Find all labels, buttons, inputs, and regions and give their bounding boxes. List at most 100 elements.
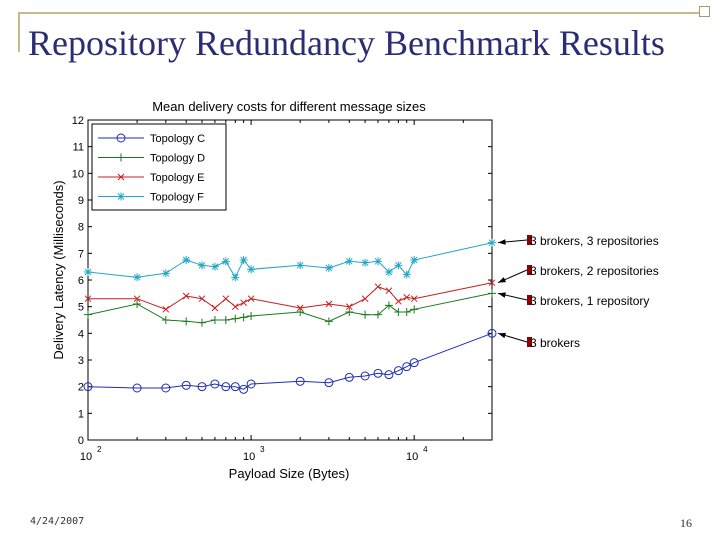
data-point <box>182 292 190 300</box>
title-frame-corner-square <box>699 6 710 17</box>
y-tick-label: 10 <box>72 168 84 180</box>
annotation-arrowhead <box>498 239 506 245</box>
series-line-topology-f <box>87 242 493 279</box>
data-point <box>402 362 412 372</box>
data-point <box>210 262 219 271</box>
x-tick-label: 10 <box>243 451 255 463</box>
data-point <box>394 261 403 270</box>
data-point <box>133 295 141 303</box>
chart-title: Mean delivery costs for different messag… <box>152 99 426 114</box>
y-tick-label: 11 <box>73 142 84 154</box>
data-point <box>488 238 496 247</box>
y-tick-label: 8 <box>78 222 84 234</box>
y-tick-label: 6 <box>78 275 84 287</box>
data-point <box>182 317 191 326</box>
legend-marker <box>117 153 125 162</box>
legend-label: Topology D <box>150 153 205 165</box>
y-tick-label: 9 <box>78 195 84 207</box>
data-point <box>239 313 248 322</box>
data-point <box>161 383 171 393</box>
x-axis-label: Payload Size (Bytes) <box>229 466 350 481</box>
data-point <box>161 269 170 278</box>
y-tick-label: 4 <box>78 328 84 340</box>
y-tick-label: 5 <box>78 302 84 314</box>
series-line-topology-d <box>87 292 493 324</box>
data-point <box>197 382 207 392</box>
y-axis-label: Delivery Latency (Milliseconds) <box>51 180 66 359</box>
title-frame-top-line <box>18 12 704 14</box>
x-tick-label: 10 <box>80 451 92 463</box>
data-point <box>402 308 411 316</box>
annotation-arrow-tail <box>527 337 532 347</box>
data-point <box>222 295 230 303</box>
data-point <box>374 283 382 291</box>
y-tick-label: 2 <box>78 382 84 394</box>
legend-marker <box>117 192 125 201</box>
data-point <box>394 308 403 316</box>
data-point <box>409 358 419 368</box>
data-point <box>488 289 496 298</box>
data-point <box>373 368 383 378</box>
data-point <box>410 305 419 314</box>
y-tick-label: 1 <box>78 408 84 420</box>
data-point <box>132 383 142 393</box>
data-point <box>221 316 230 324</box>
data-point <box>361 310 370 319</box>
slide-date: 4/24/2007 <box>30 516 85 527</box>
data-point <box>384 370 394 380</box>
data-point <box>162 305 170 313</box>
data-point <box>393 366 403 376</box>
data-point <box>230 382 240 392</box>
x-tick-exponent: 4 <box>423 445 428 454</box>
data-point <box>325 300 333 308</box>
data-point <box>324 378 334 388</box>
legend-label: Topology C <box>150 133 205 145</box>
data-point <box>410 295 418 303</box>
data-point <box>210 316 219 324</box>
title-frame-left-line <box>18 14 20 52</box>
series-line-topology-c <box>87 332 493 390</box>
data-point <box>221 257 230 266</box>
data-point <box>384 301 393 310</box>
data-point <box>239 256 248 264</box>
data-point <box>198 295 206 303</box>
data-point <box>211 304 219 312</box>
data-point <box>133 273 142 282</box>
data-point <box>296 304 304 312</box>
legend-marker <box>116 133 126 143</box>
data-point <box>197 318 206 327</box>
y-tick-label: 0 <box>78 435 84 447</box>
data-point <box>403 293 411 301</box>
data-point <box>324 264 333 272</box>
data-point <box>296 308 305 316</box>
y-tick-label: 7 <box>78 248 84 260</box>
y-tick-label: 3 <box>78 355 84 367</box>
data-point <box>247 265 256 274</box>
data-point <box>296 261 305 270</box>
data-point <box>345 257 354 266</box>
data-point <box>84 268 92 276</box>
data-point <box>181 380 191 390</box>
data-point <box>374 310 383 319</box>
annotation-label: 3 brokers, 3 repositories <box>530 234 659 248</box>
x-tick-exponent: 3 <box>260 445 265 454</box>
data-point <box>161 316 170 324</box>
data-point <box>374 257 383 266</box>
x-tick-label: 10 <box>406 451 418 463</box>
data-point <box>345 308 354 316</box>
data-point <box>324 317 333 326</box>
data-point <box>385 287 393 295</box>
data-point <box>344 372 354 382</box>
data-point <box>240 299 247 307</box>
annotation-arrowhead <box>498 292 506 298</box>
annotation-arrow-tail <box>527 295 532 305</box>
data-point <box>488 279 496 287</box>
data-point <box>182 256 191 264</box>
legend-label: Topology E <box>150 172 204 184</box>
data-point <box>361 295 369 303</box>
data-point <box>231 303 239 311</box>
legend-label: Topology F <box>150 192 204 204</box>
data-point <box>487 328 497 338</box>
data-point <box>231 273 240 282</box>
